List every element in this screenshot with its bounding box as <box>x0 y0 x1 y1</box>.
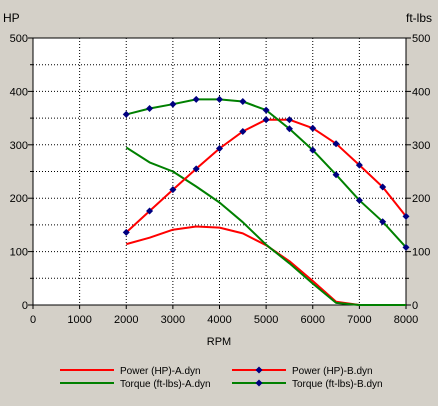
y-axis-label-right: ft-lbs <box>406 11 432 25</box>
data-point-marker <box>216 145 223 153</box>
data-point-marker <box>309 124 317 132</box>
data-point-marker <box>379 218 387 226</box>
y-tick-label-right: 400 <box>412 86 430 98</box>
x-tick-label: 5000 <box>254 314 278 326</box>
x-tick-label: 8000 <box>394 314 418 326</box>
y-tick-label-left: 200 <box>10 193 28 205</box>
data-point-marker <box>332 171 340 179</box>
series-line-2 <box>125 146 406 306</box>
legend-entry-label: Power (HP)-A.dyn <box>120 366 201 377</box>
data-point-marker <box>332 140 340 148</box>
data-point-marker <box>146 207 154 215</box>
y-tick-label-left: 0 <box>22 300 28 312</box>
series-markers <box>122 95 410 251</box>
data-point-marker <box>192 165 200 173</box>
x-tick-label: 6000 <box>301 314 325 326</box>
x-axis-label: RPM <box>207 336 231 348</box>
data-point-marker <box>402 212 410 220</box>
x-tick-label: 1000 <box>67 314 91 326</box>
data-point-marker <box>285 125 293 133</box>
data-point-marker <box>216 95 223 103</box>
data-point-marker <box>379 183 387 191</box>
y-tick-label-right: 300 <box>412 140 430 152</box>
x-tick-label: 2000 <box>114 314 138 326</box>
x-tick-label: 3000 <box>161 314 185 326</box>
axis-ticks: 0 1000 2000 3000 4000 5000 6000 7000 80000100200… <box>10 33 431 326</box>
legend-entry-label: Power (HP)-B.dyn <box>292 366 373 377</box>
data-point-marker <box>169 186 177 194</box>
data-point-marker <box>355 196 363 204</box>
y-tick-label-right: 100 <box>412 247 430 259</box>
data-point-marker <box>262 116 270 124</box>
y-tick-label-left: 100 <box>10 247 28 259</box>
data-point-marker <box>355 161 363 169</box>
y-tick-label-left: 500 <box>10 33 28 45</box>
data-point-marker <box>402 243 410 251</box>
data-point-marker <box>122 228 130 236</box>
data-point-marker <box>239 127 247 135</box>
legend-entry-label: Torque (ft-lbs)-A.dyn <box>120 379 211 390</box>
y-tick-label-left: 300 <box>10 140 28 152</box>
y-tick-label-left: 400 <box>10 86 28 98</box>
x-tick-label: 0 <box>30 314 36 326</box>
x-tick-label: 7000 <box>347 314 371 326</box>
data-point-marker <box>309 146 317 154</box>
legend-marker <box>255 366 263 374</box>
x-tick-label: 4000 <box>207 314 231 326</box>
y-tick-label-right: 200 <box>412 193 430 205</box>
y-axis-label-left: HP <box>3 11 20 25</box>
data-point-marker <box>192 95 200 103</box>
data-point-marker <box>122 110 130 118</box>
data-point-marker <box>262 106 270 114</box>
data-point-marker <box>169 100 177 108</box>
data-point-marker <box>285 116 293 124</box>
legend: Power (HP)-A.dyn Torque (ft-lbs)-A.dyn Pow… <box>60 366 383 390</box>
legend-entry-label: Torque (ft-lbs)-B.dyn <box>292 379 383 390</box>
y-tick-label-right: 500 <box>412 33 430 45</box>
data-point-marker <box>239 98 247 106</box>
y-tick-label-right: 0 <box>412 300 418 312</box>
data-point-marker <box>146 104 154 112</box>
grid-lines <box>33 38 406 305</box>
legend-marker <box>255 379 263 387</box>
